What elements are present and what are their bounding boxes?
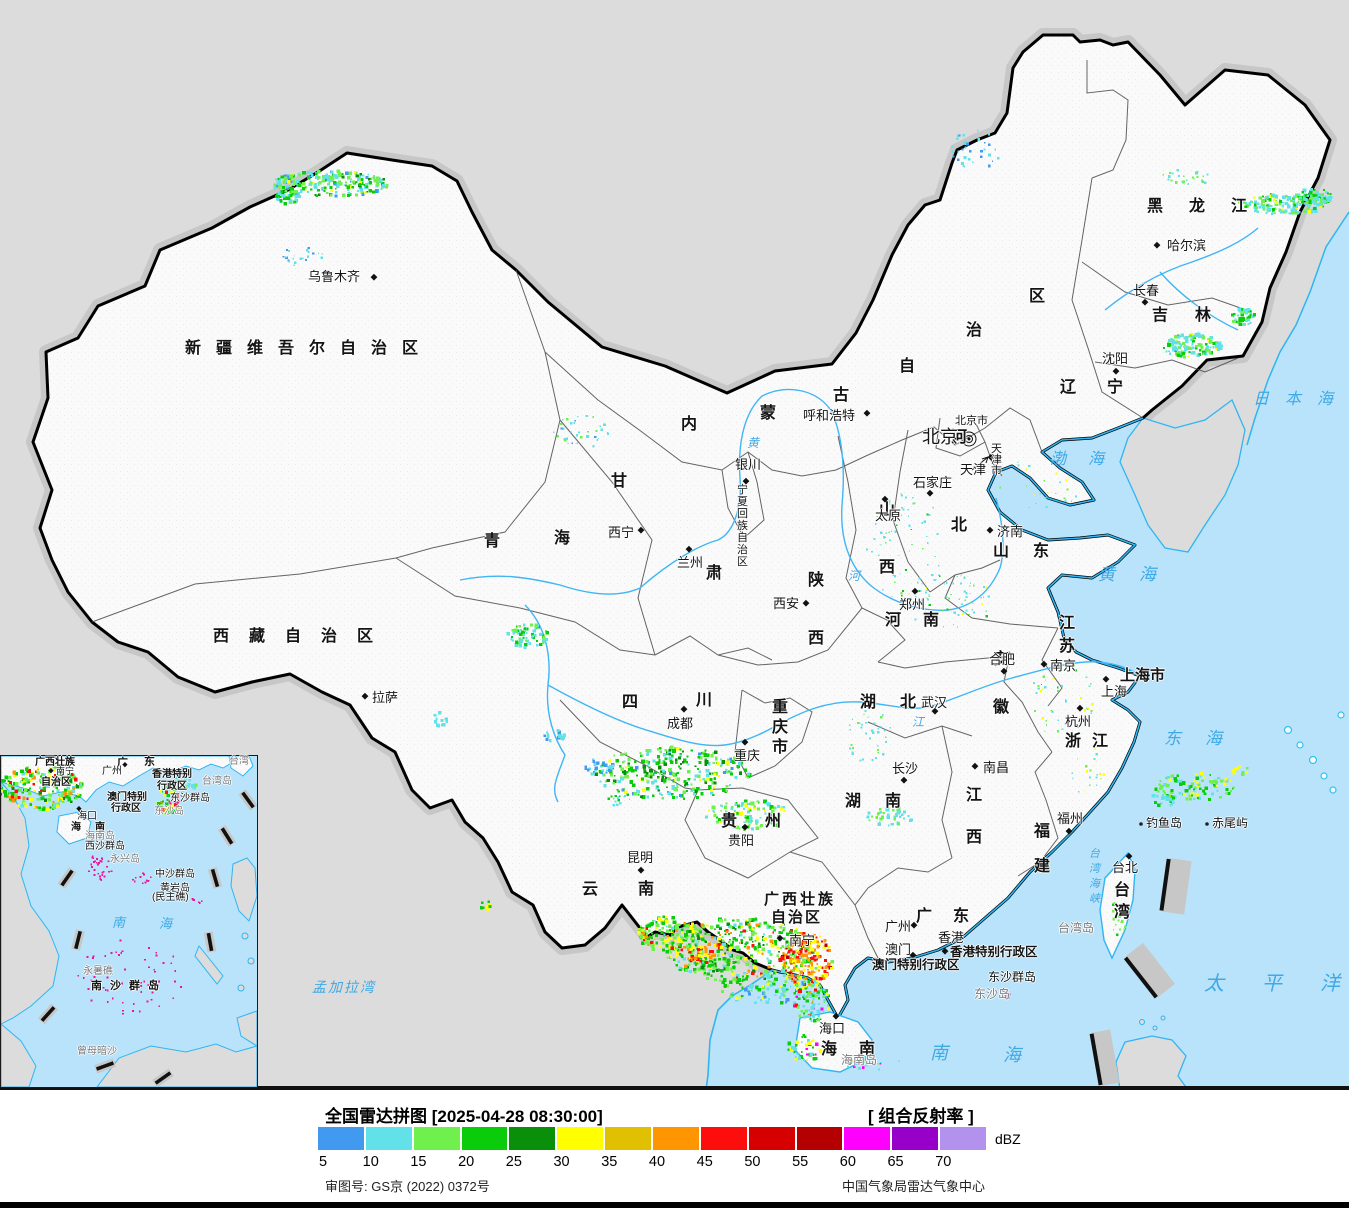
legend-color-cell	[557, 1127, 604, 1150]
legend-title: 全国雷达拼图 [2025-04-28 08:30:00]	[325, 1107, 603, 1126]
dbz-tick: 35	[601, 1154, 618, 1170]
legend-color-cell	[653, 1127, 699, 1150]
inset-luzon	[230, 857, 258, 922]
legend-color-cell	[365, 1127, 412, 1150]
legend-color-cell	[892, 1127, 939, 1150]
legend-color-cell	[700, 1127, 747, 1150]
south-china-sea-inset-map: 广西壮族 自治区 南宁广东广州 香港特别 行政区 澳门特别 行政区 台湾 台湾岛 东沙群岛 东沙岛海…	[0, 755, 258, 1088]
dbz-tick: 15	[410, 1154, 427, 1170]
legend-color-cell	[748, 1127, 795, 1150]
diaoyu-island-dot	[1139, 822, 1143, 826]
dbz-tick: 70	[935, 1154, 952, 1170]
legend-color-cell	[605, 1127, 652, 1150]
legend-product-label: [ 组合反射率 ]	[868, 1107, 974, 1126]
inset-indochina	[0, 780, 60, 1025]
dbz-colorbar	[318, 1127, 987, 1150]
inset-palawan	[194, 945, 224, 985]
legend-color-cell	[318, 1127, 364, 1150]
dbz-tick: 10	[362, 1154, 379, 1170]
korea-peninsula	[1119, 398, 1246, 553]
dbz-tick: 50	[744, 1154, 761, 1170]
inset-taiwan	[228, 755, 254, 777]
inset-echo-layer	[0, 766, 203, 1015]
tianjin-pointer	[971, 456, 989, 471]
legend-color-cell	[413, 1127, 460, 1150]
map-approval-number: 审图号: GS京 (2022) 0372号	[325, 1179, 490, 1194]
legend-color-cell	[461, 1127, 508, 1150]
dbz-tick: 30	[553, 1154, 570, 1170]
dbz-tick: 60	[839, 1154, 856, 1170]
dbz-tick: 20	[458, 1154, 475, 1170]
dbz-tick: 40	[648, 1154, 666, 1170]
dbz-tick: 25	[505, 1154, 522, 1170]
legend-color-cell	[844, 1127, 891, 1150]
dbz-unit-label: dBZ	[995, 1131, 1021, 1147]
inset-malay	[0, 1022, 37, 1088]
dbz-tick: 5	[318, 1154, 328, 1170]
inset-geography	[0, 755, 258, 1088]
radar-echo-layer	[273, 129, 1333, 1071]
dash-line-segment	[1089, 858, 1192, 1086]
legend-color-cell	[509, 1127, 556, 1150]
capital-marker	[961, 431, 977, 447]
data-source-label: 中国气象局雷达气象中心	[841, 1179, 985, 1194]
legend-color-cell	[940, 1127, 987, 1150]
taiwan-island	[1099, 851, 1136, 960]
legend-color-cell	[796, 1127, 843, 1150]
inset-hainan	[56, 811, 92, 845]
dbz-tick: 65	[887, 1154, 904, 1170]
inset-dash-line	[37, 789, 258, 1088]
map-bottom-border	[0, 1086, 1349, 1090]
dbz-tick: 55	[792, 1154, 809, 1170]
bottom-border	[0, 1202, 1349, 1208]
province-boundaries	[91, 60, 1253, 963]
chiwei-island-dot	[1205, 822, 1209, 826]
ryukyu-islands	[1283, 711, 1345, 794]
inset-china-coast	[0, 755, 243, 803]
legend-panel: 全国雷达拼图 [2025-04-28 08:30:00] [ 组合反射率 ] d…	[0, 1090, 1349, 1202]
dbz-tick: 45	[696, 1154, 713, 1170]
russia-coastline	[1246, 211, 1349, 446]
